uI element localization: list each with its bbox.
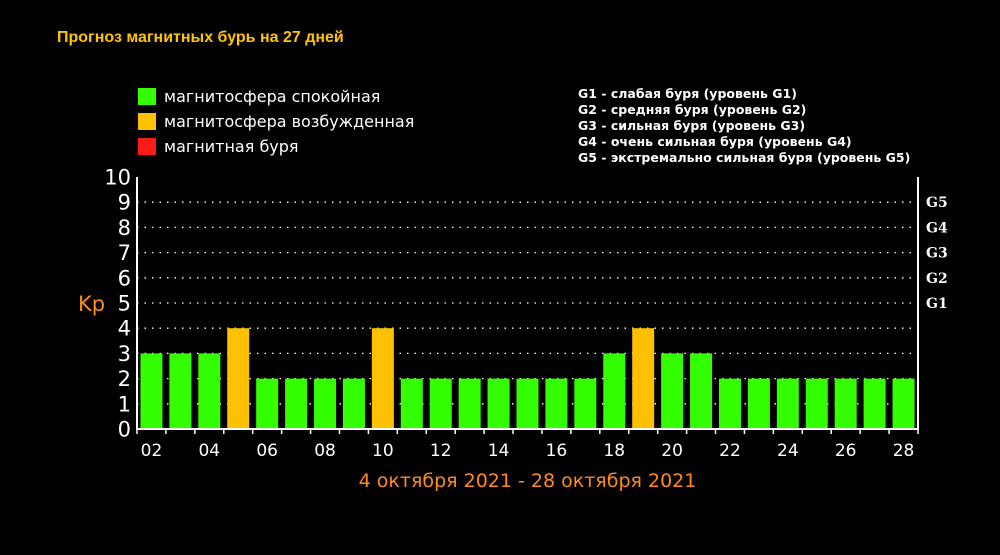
color-legend: магнитосфера спокойная магнитосфера возбу… (138, 87, 414, 156)
legend-swatch (138, 138, 156, 155)
bar-day-06 (256, 378, 279, 429)
x-tick-label: 10 (372, 441, 394, 461)
bar-day-07 (285, 378, 308, 429)
y-tick-label: 9 (118, 191, 131, 215)
bars (140, 328, 915, 429)
g-level-tick-label: G3 (926, 246, 948, 262)
bar-day-14 (487, 378, 510, 429)
y-tick-label: 1 (118, 392, 131, 416)
y-tick-label: 5 (118, 292, 131, 316)
x-tick-label: 28 (893, 441, 915, 461)
g-level-tick-label: G5 (926, 195, 948, 211)
bar-day-05 (227, 328, 250, 429)
bar-day-25 (805, 378, 828, 429)
y-tick-label: 10 (104, 166, 131, 190)
x-tick-label: 08 (314, 441, 336, 461)
grid-lines (137, 201, 918, 405)
legend-label: магнитосфера спокойная (164, 87, 380, 106)
x-tick-label: 22 (719, 441, 741, 461)
bar-day-13 (458, 378, 481, 429)
x-tick-label: 24 (777, 441, 799, 461)
bar-day-21 (690, 353, 713, 429)
storm-level-legend-item: G4 - очень сильная буря (уровень G4) (578, 134, 852, 149)
y-tick-label: 3 (118, 342, 131, 366)
y-tick-label: 7 (118, 241, 131, 265)
x-tick-label: 04 (198, 441, 220, 461)
y-tick-label: 8 (118, 216, 131, 240)
x-tick-label: 06 (256, 441, 278, 461)
legend-label: магнитосфера возбужденная (164, 112, 414, 131)
legend-label: магнитная буря (164, 137, 299, 156)
axes (136, 177, 919, 434)
legend-swatch (138, 113, 156, 130)
storm-level-legend-item: G3 - сильная буря (уровень G3) (578, 118, 805, 133)
bar-day-09 (342, 378, 365, 429)
storm-level-legend: G1 - слабая буря (уровень G1)G2 - средня… (578, 86, 910, 165)
x-tick-label: 02 (141, 441, 163, 461)
g-level-tick-label: G2 (926, 271, 948, 287)
legend-swatch (138, 88, 156, 105)
bar-day-26 (834, 378, 857, 429)
storm-level-legend-item: G1 - слабая буря (уровень G1) (578, 86, 797, 101)
y-tick-label: 2 (118, 367, 131, 391)
bar-day-08 (314, 378, 337, 429)
bar-day-02 (140, 353, 163, 429)
bar-day-27 (863, 378, 886, 429)
x-tick-label: 20 (661, 441, 683, 461)
x-tick-label: 18 (603, 441, 625, 461)
bar-day-10 (371, 328, 394, 429)
x-tick-label: 12 (430, 441, 452, 461)
bar-day-28 (892, 378, 915, 429)
bar-day-19 (632, 328, 655, 429)
bar-day-15 (516, 378, 539, 429)
storm-level-legend-item: G5 - экстремально сильная буря (уровень … (578, 150, 910, 165)
y-tick-label: 0 (118, 418, 131, 442)
g-level-tick-label: G1 (926, 296, 948, 312)
x-tick-label: 14 (488, 441, 510, 461)
bar-day-17 (574, 378, 597, 429)
bar-day-20 (661, 353, 684, 429)
bar-day-24 (776, 378, 799, 429)
storm-level-legend-item: G2 - средняя буря (уровень G2) (578, 102, 806, 117)
y-tick-label: 6 (118, 266, 131, 290)
y-tick-label: 4 (118, 317, 131, 341)
bar-day-16 (545, 378, 568, 429)
bar-day-18 (603, 353, 626, 429)
bar-day-11 (400, 378, 423, 429)
bar-day-12 (429, 378, 452, 429)
bar-day-23 (747, 378, 770, 429)
g-level-tick-label: G4 (926, 220, 948, 236)
bar-day-22 (718, 378, 741, 429)
date-range-label: 4 октября 2021 - 28 октября 2021 (359, 470, 697, 492)
x-tick-label: 16 (546, 441, 568, 461)
x-tick-label: 26 (835, 441, 857, 461)
chart-title: Прогноз магнитных бурь на 27 дней (57, 29, 344, 46)
bar-day-03 (169, 353, 192, 429)
bar-day-04 (198, 353, 221, 429)
y-axis-label: Kp (78, 292, 105, 316)
